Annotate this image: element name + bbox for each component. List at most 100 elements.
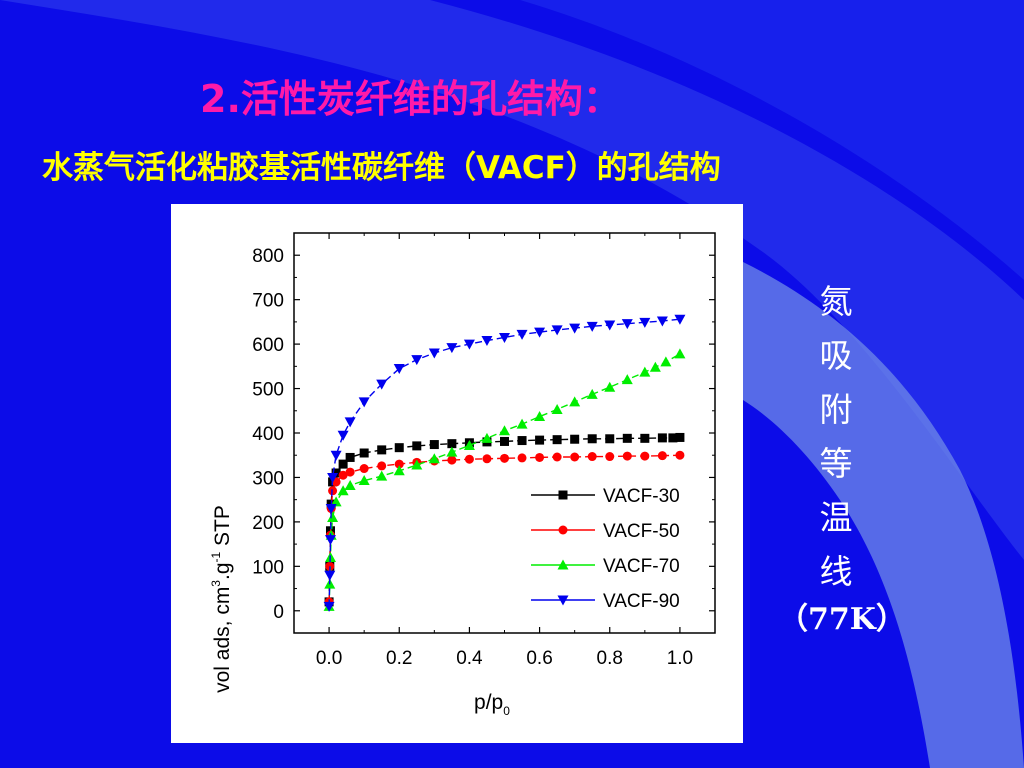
data-point [668, 433, 678, 443]
data-point [587, 452, 597, 462]
data-point [377, 445, 387, 455]
data-point [605, 434, 615, 444]
data-point [622, 451, 632, 461]
isotherm-chart: 0 100 200 300 400 500 600 700 800 0.0 0.2 0.4 0.6 0.8… [209, 232, 716, 718]
data-point [569, 323, 581, 334]
data-point [656, 316, 668, 327]
data-point [640, 433, 650, 443]
data-point [481, 336, 493, 347]
legend-label: VACF-70 [603, 556, 680, 577]
data-point [516, 418, 528, 429]
data-point [569, 396, 581, 407]
data-point [325, 504, 337, 515]
side-caption-char: 附 [819, 390, 853, 429]
data-point [500, 436, 509, 446]
data-point [428, 348, 440, 359]
series-vacf-70 [323, 348, 686, 611]
data-point [338, 470, 348, 480]
y-tick-label: 400 [252, 424, 284, 445]
data-point [412, 441, 422, 451]
data-point [639, 317, 651, 328]
data-point [535, 435, 545, 445]
y-tick-label: 300 [252, 468, 284, 489]
x-tick-label: 0.4 [456, 648, 483, 669]
data-point [394, 443, 404, 453]
data-point [464, 454, 474, 464]
data-point [605, 452, 615, 462]
data-point [657, 433, 667, 443]
data-point [517, 453, 527, 463]
data-point [330, 450, 342, 461]
data-point [411, 355, 423, 366]
data-point [344, 417, 356, 428]
data-point [446, 446, 458, 457]
data-point [376, 470, 388, 481]
data-point [586, 321, 598, 332]
data-point [324, 535, 336, 546]
data-point [660, 356, 672, 367]
data-point [393, 364, 405, 375]
data-point [345, 452, 355, 462]
data-point [675, 450, 685, 460]
slide-title: 2.活性炭纤维的孔结构： [200, 77, 621, 121]
data-point [552, 435, 562, 445]
y-tick-label: 100 [252, 557, 284, 578]
data-point [499, 425, 510, 436]
data-point [534, 327, 546, 338]
legend-item: VACF-90 [531, 591, 680, 612]
data-point [551, 325, 563, 336]
data-point [338, 459, 348, 469]
side-caption: 氮 吸 附 等 温 线 （77K） [778, 275, 906, 637]
x-tick-label: 0.8 [597, 648, 623, 669]
legend-item: VACF-50 [531, 521, 680, 542]
data-point [500, 453, 509, 463]
side-caption-unit: （77K） [778, 602, 906, 637]
data-point [376, 379, 388, 390]
legend-marker [557, 595, 569, 606]
side-caption-char: 氮 [819, 282, 853, 321]
data-point [535, 452, 545, 462]
data-point [534, 411, 546, 422]
side-caption-char: 线 [819, 552, 853, 591]
data-point [587, 434, 597, 444]
data-point [586, 388, 598, 399]
data-point [344, 479, 356, 490]
y-tick-label: 800 [252, 246, 284, 267]
data-point [358, 475, 370, 486]
legend-marker [558, 490, 568, 500]
data-point [499, 332, 510, 343]
data-point [570, 434, 580, 444]
data-point [358, 397, 370, 408]
slide-subtitle: 水蒸气活化粘胶基活性碳纤维（VACF）的孔结构 [42, 150, 721, 186]
y-tick-label: 700 [252, 291, 284, 312]
data-point [463, 339, 475, 350]
legend-label: VACF-50 [603, 521, 680, 542]
data-point [675, 432, 685, 442]
data-point [551, 403, 563, 414]
data-point [345, 467, 355, 477]
series-vacf-90 [323, 314, 686, 612]
data-point [482, 454, 492, 464]
data-point [649, 361, 661, 372]
legend-item: VACF-70 [531, 556, 680, 577]
data-point [447, 455, 457, 465]
x-tick-label: 1.0 [667, 648, 693, 669]
y-tick-label: 200 [252, 513, 284, 534]
data-point [621, 374, 633, 385]
data-point [622, 433, 632, 443]
y-tick-label: 500 [252, 380, 284, 401]
data-point [337, 430, 349, 441]
data-point [447, 439, 457, 449]
data-point [604, 320, 616, 331]
x-tick-label: 0.6 [526, 648, 552, 669]
data-point [377, 461, 387, 471]
data-point [463, 439, 475, 450]
legend-label: VACF-30 [603, 486, 680, 507]
y-axis-label: vol ads, cm3.g-1 STP [209, 505, 234, 693]
data-point [604, 381, 616, 392]
y-tick-label: 600 [252, 335, 284, 356]
y-tick-label: 0 [273, 602, 284, 623]
data-point [323, 601, 335, 612]
data-point [517, 436, 527, 446]
